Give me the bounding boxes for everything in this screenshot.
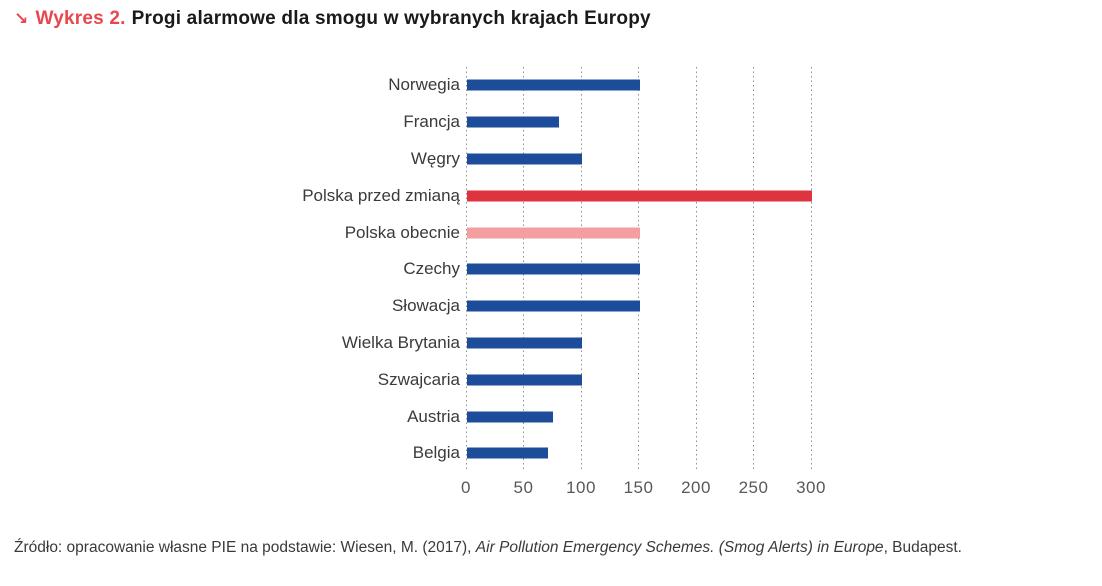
- source-note: Źródło: opracowanie własne PIE na podsta…: [14, 539, 1099, 557]
- chart-row: Słowacja: [0, 288, 1102, 325]
- gridline: [810, 67, 812, 472]
- bar-track: [466, 398, 811, 435]
- chart-title: ↘ Wykres 2. Progi alarmowe dla smogu w wyb…: [14, 8, 651, 30]
- gridline: [753, 67, 754, 472]
- x-axis-tick-label: 200: [681, 478, 711, 497]
- chart-row: Węgry: [0, 141, 1102, 178]
- bar: [467, 447, 548, 459]
- category-label: Węgry: [410, 148, 460, 168]
- bar-track: [466, 435, 811, 472]
- chart-row: Norwegia: [0, 67, 1102, 104]
- bar-track: [466, 251, 811, 288]
- bar-track: [466, 104, 811, 141]
- chart-row: Polska obecnie: [0, 214, 1102, 251]
- bar: [467, 374, 582, 386]
- chart-row: Austria: [0, 398, 1102, 435]
- bar: [467, 116, 559, 128]
- bar-track: [466, 288, 811, 325]
- chart-row: Polska przed zmianą: [0, 177, 1102, 214]
- bar-track: [466, 325, 811, 362]
- bar: [467, 411, 554, 423]
- x-axis-tick-label: 0: [461, 478, 471, 497]
- chart-title-text: Progi alarmowe dla smogu w wybranych kra…: [131, 8, 651, 29]
- x-axis-tick-label: 150: [623, 478, 654, 497]
- bar: [467, 337, 582, 349]
- bar-track: [466, 214, 811, 251]
- gridline: [695, 67, 697, 472]
- category-label: Wielka Brytania: [341, 332, 460, 352]
- bar-track: [466, 177, 812, 214]
- chart-number-label: Wykres 2.: [35, 8, 126, 29]
- category-label: Belgia: [412, 443, 460, 463]
- category-label: Słowacja: [391, 296, 460, 316]
- source-text: Źródło: opracowanie własne PIE na podsta…: [14, 539, 476, 556]
- category-label: Czechy: [403, 259, 460, 279]
- category-label: Norwegia: [388, 75, 460, 95]
- chart-rows: Norwegia Francja Węgry Polska przed zmianą P…: [0, 67, 1102, 472]
- chart-row: Belgia: [0, 435, 1102, 472]
- bar: [467, 263, 640, 275]
- category-label: Austria: [407, 406, 460, 426]
- bar: [467, 79, 640, 91]
- x-axis-tick-label: 300: [796, 478, 826, 497]
- category-label: Szwajcaria: [377, 369, 460, 389]
- chart-row: Francja: [0, 104, 1102, 141]
- category-label: Polska przed zmianą: [302, 185, 460, 205]
- bar: [467, 300, 640, 312]
- bar: [467, 190, 812, 202]
- chart-row: Szwajcaria: [0, 361, 1102, 398]
- bar: [467, 153, 582, 165]
- bar-track: [466, 67, 811, 104]
- chart-row: Wielka Brytania: [0, 325, 1102, 362]
- bar-track: [466, 361, 811, 398]
- category-label: Polska obecnie: [344, 222, 460, 242]
- bar: [467, 227, 640, 239]
- bar-chart: Norwegia Francja Węgry Polska przed zmianą P…: [0, 67, 1102, 497]
- gridline: [465, 67, 467, 472]
- x-axis-tick-label: 50: [513, 478, 534, 497]
- category-label: Francja: [403, 112, 460, 132]
- arrow-marker-icon: ↘: [14, 9, 29, 28]
- x-axis: 0 50 100 150 200 250 300: [461, 478, 825, 502]
- x-axis-tick-label: 100: [566, 478, 596, 497]
- source-title-italic: Air Pollution Emergency Schemes. (Smog A…: [475, 539, 884, 556]
- source-suffix: , Budapest.: [883, 539, 962, 556]
- x-axis-tick-label: 250: [738, 478, 769, 497]
- chart-row: Czechy: [0, 251, 1102, 288]
- bar-track: [466, 141, 811, 178]
